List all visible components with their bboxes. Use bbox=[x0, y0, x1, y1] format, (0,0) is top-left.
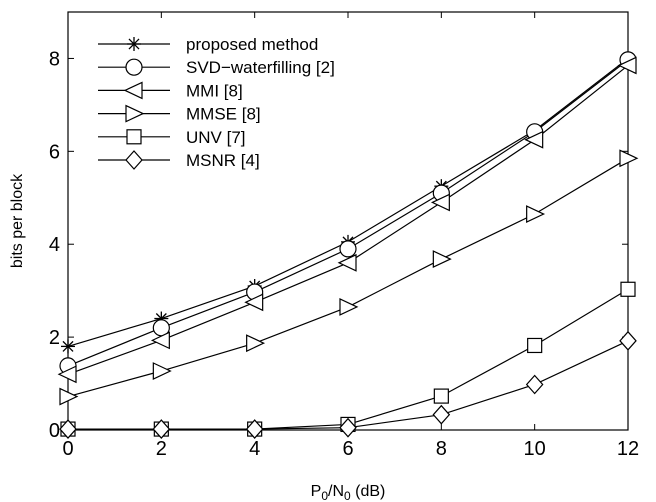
data-point bbox=[339, 417, 357, 438]
legend-label: MSNR [4] bbox=[186, 151, 260, 170]
data-point bbox=[339, 240, 357, 258]
legend-label: proposed method bbox=[186, 35, 318, 54]
legend-entry: MMI [8] bbox=[98, 81, 243, 100]
legend-entry: UNV [7] bbox=[98, 128, 246, 147]
series-line bbox=[67, 64, 629, 375]
legend-label: MMI [8] bbox=[186, 81, 243, 100]
x-axis-label-tail: (dB) bbox=[351, 483, 386, 500]
x-axis-label-mid: /N bbox=[328, 483, 344, 500]
x-axis-label-main: P bbox=[311, 483, 322, 500]
y-tick-label: 4 bbox=[49, 234, 60, 256]
data-point bbox=[152, 362, 172, 380]
data-point bbox=[526, 205, 546, 223]
series-line bbox=[68, 340, 629, 430]
x-tick-label: 4 bbox=[249, 438, 260, 460]
series-layer bbox=[57, 51, 639, 439]
legend-marker bbox=[125, 150, 143, 170]
data-point bbox=[59, 419, 77, 439]
x-tick-label: 8 bbox=[436, 438, 447, 460]
data-point bbox=[432, 250, 452, 269]
legend-entry: proposed method bbox=[98, 35, 318, 54]
series-line bbox=[67, 157, 629, 398]
x-axis-label-sub2: 0 bbox=[344, 489, 351, 502]
series-2 bbox=[57, 56, 637, 384]
y-tick-label: 0 bbox=[49, 420, 60, 442]
data-point bbox=[244, 293, 264, 312]
asterisk-stroke bbox=[62, 340, 74, 352]
legend-marker bbox=[125, 58, 143, 76]
legend-marker bbox=[125, 104, 145, 123]
data-point bbox=[433, 388, 449, 404]
legend-entry: MMSE [8] bbox=[98, 105, 261, 124]
x-tick-label: 0 bbox=[62, 438, 73, 460]
y-tick-label: 8 bbox=[49, 48, 60, 70]
y-tick-label: 2 bbox=[49, 327, 60, 349]
data-point bbox=[339, 297, 359, 316]
series-line bbox=[67, 59, 629, 367]
data-point bbox=[152, 419, 171, 439]
data-point bbox=[620, 281, 636, 297]
legend-marker bbox=[126, 129, 142, 145]
data-point bbox=[245, 419, 264, 439]
data-point bbox=[59, 387, 79, 406]
series-5 bbox=[59, 330, 637, 439]
data-point bbox=[61, 339, 75, 354]
legend-label: UNV [7] bbox=[186, 128, 246, 147]
legend-entry: MSNR [4] bbox=[98, 150, 260, 170]
data-point bbox=[246, 334, 266, 353]
x-tick-label: 10 bbox=[524, 438, 546, 460]
series-3 bbox=[59, 149, 639, 406]
legend-label: MMSE [8] bbox=[186, 105, 261, 124]
data-point bbox=[57, 365, 77, 384]
data-point bbox=[617, 56, 637, 75]
x-axis-label: P0/N0 (dB) bbox=[311, 483, 386, 502]
series-1 bbox=[59, 51, 637, 375]
data-point bbox=[150, 331, 170, 350]
data-point bbox=[337, 253, 357, 272]
legend-marker bbox=[123, 81, 143, 100]
data-point bbox=[524, 130, 544, 149]
legend: proposed method SVD−waterfilling [2] MMI [… bbox=[98, 35, 335, 170]
axis-ticks: 0 2 4 6 8 10 12 0 2 4 6 8 bbox=[49, 12, 639, 460]
legend-entry: SVD−waterfilling [2] bbox=[98, 58, 335, 77]
data-point bbox=[432, 404, 451, 425]
data-point bbox=[619, 149, 639, 168]
x-tick-label: 6 bbox=[342, 438, 353, 460]
y-tick-label: 6 bbox=[49, 141, 60, 163]
x-tick-label: 2 bbox=[156, 438, 167, 460]
x-tick-label: 12 bbox=[617, 438, 639, 460]
legend-label: SVD−waterfilling [2] bbox=[186, 58, 335, 77]
data-point bbox=[619, 330, 637, 351]
x-axis-label-sub1: 0 bbox=[321, 489, 328, 502]
data-point bbox=[430, 193, 450, 212]
asterisk-stroke bbox=[128, 38, 140, 50]
legend-marker bbox=[127, 37, 141, 51]
plot-area bbox=[67, 11, 629, 431]
plot-border bbox=[67, 11, 629, 431]
y-axis-label: bits per block bbox=[9, 173, 26, 268]
data-point bbox=[525, 374, 544, 395]
data-point bbox=[527, 337, 543, 354]
